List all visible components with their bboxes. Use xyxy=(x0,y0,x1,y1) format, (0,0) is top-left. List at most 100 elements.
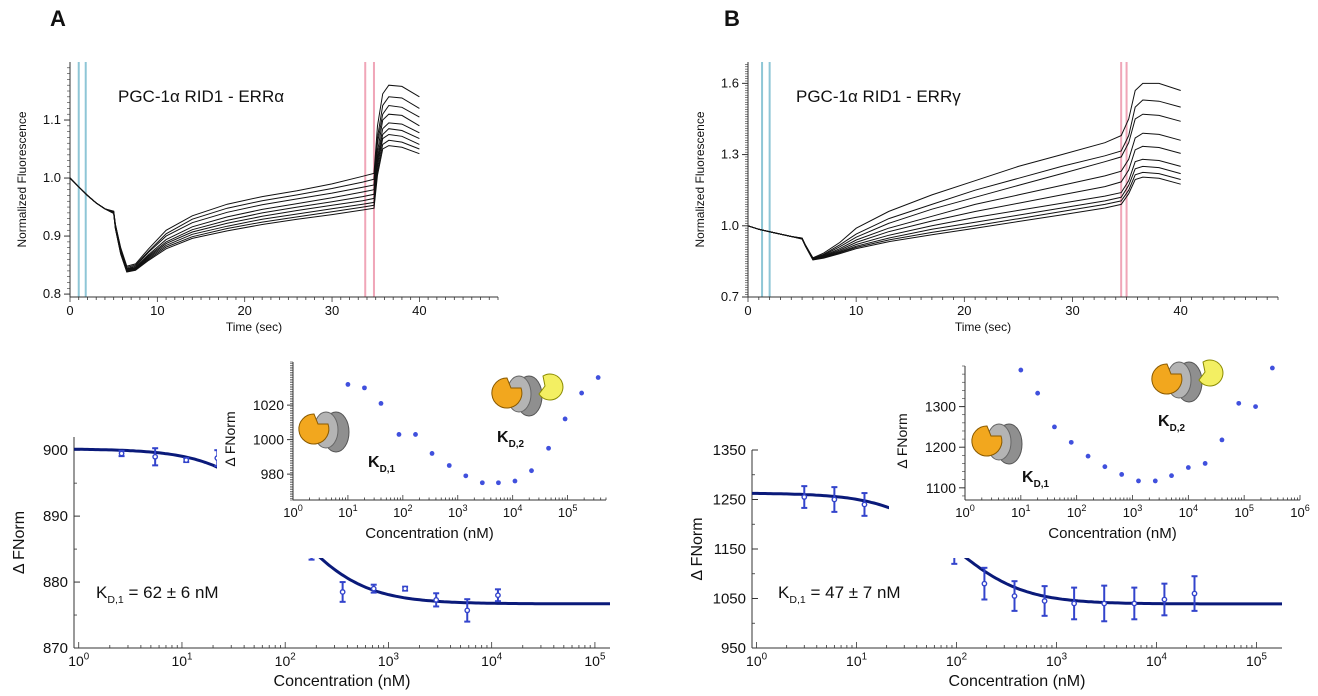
b-data-point xyxy=(1161,596,1168,603)
b-data-point xyxy=(1131,600,1138,607)
a-data-point xyxy=(402,585,408,592)
b-inset-x-tick-label-exp: 6 xyxy=(1305,503,1310,513)
a-inset-x-tick-label: 103 xyxy=(448,503,468,520)
b-complex-1-ligand-orange xyxy=(971,425,1003,457)
a-complex-2-ligand-yellow xyxy=(538,373,564,401)
a-kd-annotation-sub: D,1 xyxy=(107,594,124,606)
b-inset-x-tick-label-exp: 1 xyxy=(1026,503,1031,513)
a-binding-x-tick-label-base: 10 xyxy=(171,653,187,669)
b-inset-ylabel: Δ FNorm xyxy=(894,413,910,468)
a-inset-kd2-label-k: K xyxy=(497,429,509,446)
a-binding-x-tick-label-base: 10 xyxy=(378,653,394,669)
a-trace-title: PGC-1α RID1 - ERRα xyxy=(118,87,284,106)
a-inset-kd1-label: KD,1 xyxy=(368,454,395,475)
a-inset-point xyxy=(496,480,501,486)
b-x-tick-label: 10 xyxy=(849,303,863,318)
b-inset-y-tick-label: 1100 xyxy=(926,480,956,496)
a-inset-y-tick-label: 1020 xyxy=(253,397,284,413)
b-inset-x-tick-label-base: 10 xyxy=(1290,505,1304,520)
b-binding-x-tick-label-exp: 0 xyxy=(762,652,768,663)
b-binding-x-tick-label-exp: 3 xyxy=(1062,652,1068,663)
b-binding-x-tick-label: 104 xyxy=(1146,652,1168,669)
a-inset-y-tick-label: 1000 xyxy=(253,432,284,448)
a-inset-kd1-label-sub: D,1 xyxy=(380,464,396,475)
a-trace-8 xyxy=(69,145,420,273)
b-data-point xyxy=(1041,598,1048,604)
b-inset-chart: 100 101 102 103 104 105 106110012001300Concent… xyxy=(889,352,1318,558)
b-kd-annotation-rest: = 47 ± 7 nM xyxy=(806,583,901,602)
b-trace-6 xyxy=(747,165,1181,261)
a-trace-1 xyxy=(69,96,420,269)
a-inset-point xyxy=(378,401,384,406)
a-inset-point xyxy=(413,432,418,437)
a-inset-kd2-label-sub: D,2 xyxy=(509,439,525,450)
a-binding-y-tick-label: 900 xyxy=(43,442,68,459)
b-inset-x-tick-label-base: 10 xyxy=(1123,505,1137,520)
b-inset-point xyxy=(1119,472,1125,477)
a-inset-x-tick-label: 101 xyxy=(338,503,358,520)
b-x-tick-label: 0 xyxy=(744,303,751,318)
a-inset-x-tick-label-exp: 4 xyxy=(517,503,522,513)
b-inset-point xyxy=(1269,365,1275,371)
b-inset-x-tick-label-base: 10 xyxy=(955,505,969,520)
a-x-tick-label: 40 xyxy=(412,303,426,318)
a-inset-point xyxy=(579,390,585,396)
b-binding-x-tick-label-exp: 2 xyxy=(962,652,967,663)
b-inset-x-tick-label: 100 xyxy=(955,503,975,520)
a-binding-chart: 100 101 102 103 104 105870880890900Concentrat… xyxy=(11,437,610,690)
a-inset-point xyxy=(362,385,367,391)
a-trace-0 xyxy=(69,84,420,267)
b-binding-x-tick-label: 102 xyxy=(946,652,967,669)
b-binding-y-tick-label: 1350 xyxy=(713,442,746,459)
b-trace-8 xyxy=(747,176,1181,261)
a-kd-annotation-k: K xyxy=(96,583,108,602)
a-y-tick-label: 0.8 xyxy=(43,286,61,301)
a-binding-x-tick-label: 102 xyxy=(275,652,296,669)
b-inset-x-tick-label: 106 xyxy=(1290,503,1310,520)
a-inset-x-tick-label-base: 10 xyxy=(338,505,352,520)
b-data-point xyxy=(1011,593,1018,599)
a-trace-chart: 0 10 20 30 40 0.8 0.9 1.0 1.1 PGC-1α RID1 - ERRα T… xyxy=(15,62,499,334)
b-inset-x-tick-label: 102 xyxy=(1067,503,1087,520)
panel-label-b: B xyxy=(724,6,740,31)
a-trace-3 xyxy=(69,113,420,270)
b-x-tick-label: 30 xyxy=(1065,303,1079,318)
a-binding-y-tick-label: 870 xyxy=(43,640,68,657)
a-inset-point xyxy=(396,432,402,437)
b-data-point xyxy=(1191,590,1198,597)
b-binding-x-tick-label-exp: 5 xyxy=(1262,652,1268,663)
a-fit-curve xyxy=(73,447,610,606)
b-inset-x-tick-label-base: 10 xyxy=(1234,505,1248,520)
b-y-tick-label: 1.6 xyxy=(721,75,739,90)
a-inset-point xyxy=(562,416,568,422)
b-binding-xlabel: Concentration (nM) xyxy=(949,673,1086,690)
b-trace-xlabel: Time (sec) xyxy=(955,320,1011,334)
b-trace-2 xyxy=(747,113,1181,260)
a-inset-point xyxy=(479,480,485,486)
b-inset-point xyxy=(1035,390,1041,396)
b-inset-x-tick-label-exp: 4 xyxy=(1193,503,1198,513)
a-x-tick-label: 20 xyxy=(237,303,251,318)
a-inset-x-tick-label-base: 10 xyxy=(448,505,462,520)
b-inset-x-tick-label-base: 10 xyxy=(1067,505,1081,520)
a-inset-x-tick-label-base: 10 xyxy=(558,505,572,520)
b-binding-x-tick-label-base: 10 xyxy=(846,653,862,669)
b-inset-y-tick-label: 1300 xyxy=(925,399,956,415)
b-inset-point xyxy=(1018,367,1024,373)
b-binding-x-tick-label-base: 10 xyxy=(946,653,962,669)
a-binding-xlabel: Concentration (nM) xyxy=(274,673,411,690)
b-binding-x-tick-label: 103 xyxy=(1046,652,1068,669)
b-binding-y-tick-label: 1150 xyxy=(714,541,746,558)
b-inset-point xyxy=(1152,478,1158,484)
a-inset-kd1-label-k: K xyxy=(368,454,380,471)
a-binding-x-tick-label-base: 10 xyxy=(481,653,497,669)
a-kd-annotation: KD,1 = 62 ± 6 nM xyxy=(96,583,219,606)
b-inset-x-tick-label: 104 xyxy=(1179,503,1199,520)
b-inset-point xyxy=(1068,439,1074,445)
b-x-tick-label: 40 xyxy=(1173,303,1187,318)
a-trace-ylabel: Normalized Fluorescence xyxy=(15,111,29,247)
b-inset-point xyxy=(1253,404,1258,410)
a-y-tick-label: 1.0 xyxy=(43,170,61,185)
b-inset-kd1-label: KD,1 xyxy=(1022,469,1049,490)
